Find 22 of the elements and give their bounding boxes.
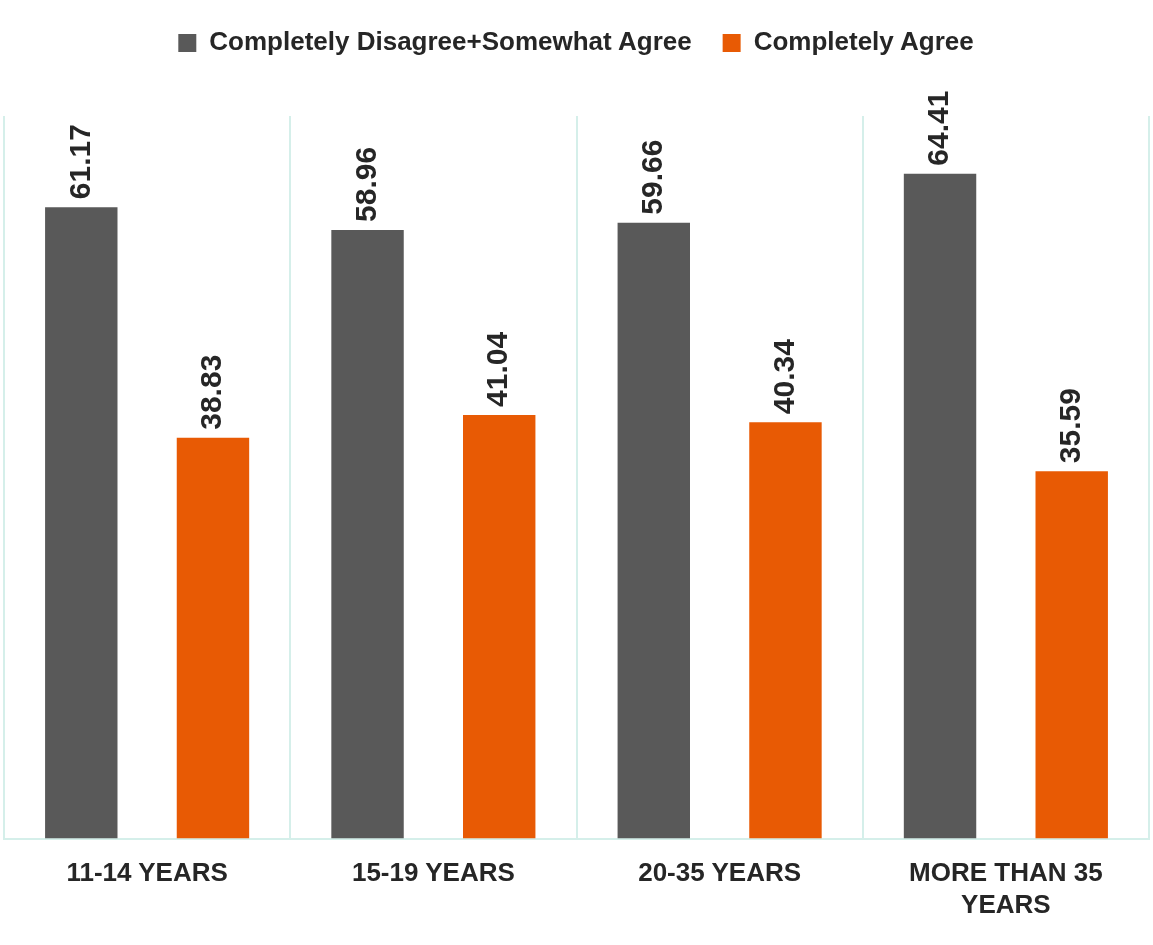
x-tick-label: 20-35 YEARS	[638, 857, 802, 888]
bar	[903, 173, 977, 839]
data-label: 64.41	[921, 90, 955, 166]
data-label: 35.59	[1052, 388, 1086, 464]
data-label: 59.66	[635, 139, 669, 215]
x-tick-label: MORE THAN 35 YEARS	[909, 857, 1103, 919]
data-label: 61.17	[62, 124, 96, 200]
bar	[617, 222, 690, 839]
bar	[331, 229, 404, 839]
data-label: 41.04	[480, 331, 514, 407]
bar	[749, 422, 822, 839]
data-label: 40.34	[766, 338, 800, 415]
bar	[176, 437, 250, 839]
bar	[463, 414, 536, 839]
data-label: 38.83	[194, 354, 228, 430]
x-tick-label: 11-14 YEARS	[66, 857, 228, 888]
x-tick-label: 15-19 YEARS	[351, 857, 515, 888]
bar	[45, 207, 118, 839]
bar	[1035, 471, 1108, 839]
legend-label: Completely Agree	[753, 26, 974, 57]
legend-label: Completely Disagree+Somewhat Agree	[209, 26, 692, 57]
data-label: 58.96	[348, 146, 382, 222]
